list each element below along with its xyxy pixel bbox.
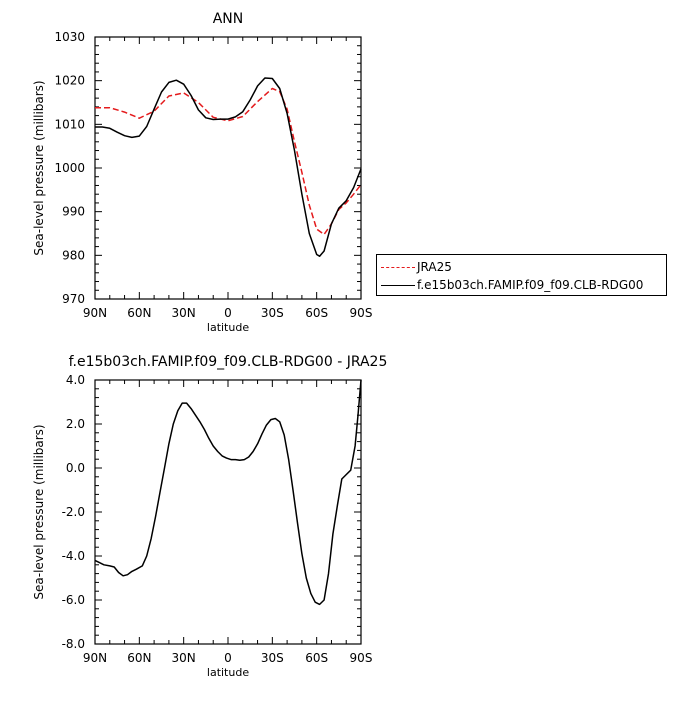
series-line-model [95, 77, 362, 257]
legend-swatch-dashed [381, 266, 415, 268]
y-tick-label: -6.0 [62, 593, 85, 607]
x-tick-label: 90S [350, 651, 373, 665]
x-tick-label: 90N [83, 306, 107, 320]
x-tick-label: 0 [224, 651, 232, 665]
x-tick-label: 30S [261, 651, 284, 665]
chart-title: ANN [213, 11, 244, 27]
x-tick-label: 90N [83, 651, 107, 665]
x-tick-label: 30N [172, 651, 196, 665]
series-line-jra25 [95, 87, 362, 236]
x-tick-label: 60S [305, 306, 328, 320]
x-tick-label: 60N [127, 651, 151, 665]
y-axis-label: Sea-level pressure (millibars) [32, 424, 46, 599]
x-tick-label: 0 [224, 306, 232, 320]
y-tick-label: 1020 [54, 74, 85, 88]
y-tick-label: 970 [62, 292, 85, 306]
y-tick-label: 980 [62, 248, 85, 262]
plot-frame [94, 36, 362, 300]
x-axis-label: latitude [207, 666, 249, 679]
y-tick-label: 990 [62, 205, 85, 219]
y-tick-label: -2.0 [62, 505, 85, 519]
x-tick-label: 30N [172, 306, 196, 320]
legend-item-model: f.e15b03ch.FAMIP.f09_f09.CLB-RDG00 [381, 276, 643, 294]
y-tick-label: 0.0 [66, 461, 85, 475]
legend-label: f.e15b03ch.FAMIP.f09_f09.CLB-RDG00 [417, 278, 644, 292]
chart-title: f.e15b03ch.FAMIP.f09_f09.CLB-RDG00 - JRA… [69, 354, 388, 370]
y-tick-label: 1010 [54, 117, 85, 131]
legend-swatch-solid [381, 284, 415, 286]
y-tick-label: -4.0 [62, 549, 85, 563]
legend-item-jra25: JRA25 [381, 258, 452, 276]
y-tick-label: -8.0 [62, 637, 85, 651]
x-tick-label: 90S [350, 306, 373, 320]
y-tick-label: 2.0 [66, 417, 85, 431]
y-tick-label: 4.0 [66, 373, 85, 387]
legend: JRA25 f.e15b03ch.FAMIP.f09_f09.CLB-RDG00 [376, 254, 667, 296]
legend-label: JRA25 [417, 260, 452, 274]
x-axis-label: latitude [207, 321, 249, 334]
y-axis-label: Sea-level pressure (millibars) [32, 80, 46, 255]
x-tick-label: 60N [127, 306, 151, 320]
y-tick-label: 1000 [54, 161, 85, 175]
x-tick-label: 60S [305, 651, 328, 665]
x-tick-label: 30S [261, 306, 284, 320]
plot-frame [94, 379, 362, 645]
series-line-difference [94, 379, 362, 606]
y-tick-label: 1030 [54, 30, 85, 44]
